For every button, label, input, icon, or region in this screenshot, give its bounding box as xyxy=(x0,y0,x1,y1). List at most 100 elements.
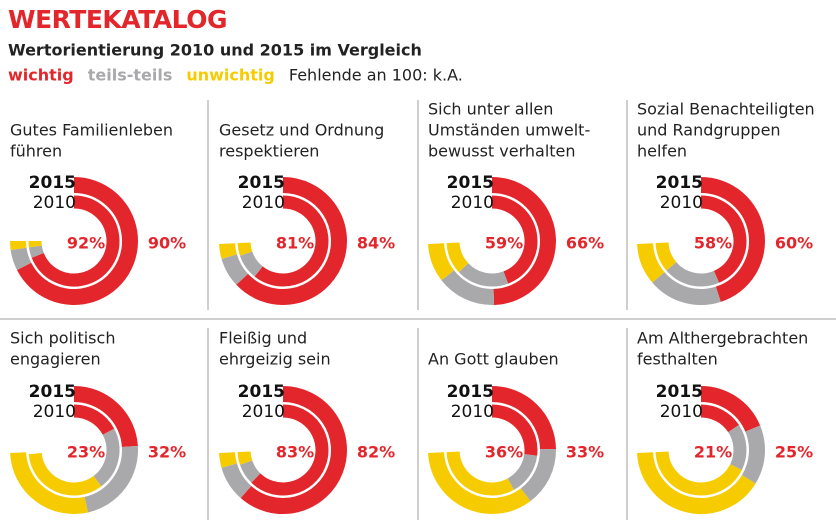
series-label: 2015 xyxy=(29,173,76,193)
ring-segment xyxy=(441,270,495,305)
chart-title: ehrgeizig sein xyxy=(219,350,331,369)
ring-segment xyxy=(239,460,261,483)
ring-segment xyxy=(700,404,740,433)
ring-segment xyxy=(491,386,556,450)
ring-segment xyxy=(221,254,249,285)
ring-segment xyxy=(491,177,556,305)
ring-segment xyxy=(237,242,253,256)
ring-segment xyxy=(84,445,138,513)
ring-segment xyxy=(28,245,44,258)
series-label: 2015 xyxy=(656,382,703,402)
chart-title: respektieren xyxy=(219,142,319,161)
chart-title: Sich politisch xyxy=(10,329,115,348)
chart-title: und Randgruppen xyxy=(637,121,781,140)
ring-segment xyxy=(741,425,765,484)
value-label: 83% xyxy=(276,443,314,462)
chart-title: Fleißig und xyxy=(219,329,307,348)
ring-segment xyxy=(10,451,88,514)
chart-title: Umständen umwelt- xyxy=(428,121,590,140)
ring-segment xyxy=(700,386,761,432)
series-label: 2015 xyxy=(447,173,494,193)
value-label: 66% xyxy=(566,234,604,253)
ring-segment xyxy=(458,262,509,287)
ring-segment xyxy=(31,195,120,287)
ring-segment xyxy=(655,451,742,496)
chart-title: engagieren xyxy=(10,350,101,369)
ring-segment xyxy=(73,386,138,448)
ring-segment xyxy=(700,195,747,283)
chart-title: An Gott glauben xyxy=(428,350,559,369)
series-label: 2015 xyxy=(447,382,494,402)
chart-title: Am Althergebrachten xyxy=(637,329,808,348)
value-label: 58% xyxy=(694,234,732,253)
value-label: 84% xyxy=(357,234,395,253)
value-label: 60% xyxy=(775,234,813,253)
page-title: WERTEKATALOG xyxy=(8,5,227,34)
ring-segment xyxy=(10,247,32,271)
ring-segment xyxy=(666,261,720,287)
value-label: 92% xyxy=(67,234,105,253)
legend-entry: wichtig xyxy=(8,66,74,85)
ring-segment xyxy=(507,453,538,490)
legend-entry: unwichtig xyxy=(186,66,275,85)
ring-segment xyxy=(655,242,677,271)
value-label: 23% xyxy=(67,443,105,462)
ring-segment xyxy=(652,271,721,305)
value-label: 59% xyxy=(485,234,523,253)
chart-title: führen xyxy=(10,142,62,161)
series-label: 2010 xyxy=(660,402,703,422)
ring-segment xyxy=(727,425,747,471)
series-label: 2015 xyxy=(29,382,76,402)
ring-segment xyxy=(237,451,253,465)
chart-title: Sozial Benachteiligten xyxy=(637,100,815,119)
ring-segment xyxy=(428,242,455,281)
series-label: 2010 xyxy=(242,193,285,213)
chart-title: Gesetz und Ordnung xyxy=(219,121,384,140)
ring-segment xyxy=(219,452,237,468)
series-label: 2010 xyxy=(451,193,494,213)
ring-segment xyxy=(219,243,237,259)
ring-segment xyxy=(700,177,765,302)
ring-segment xyxy=(637,242,665,283)
value-label: 81% xyxy=(276,234,314,253)
ring-segment xyxy=(240,386,347,514)
series-label: 2010 xyxy=(660,193,703,213)
ring-segment xyxy=(73,404,115,436)
value-label: 36% xyxy=(485,443,523,462)
ring-segment xyxy=(254,195,329,287)
ring-segment xyxy=(491,404,538,456)
ring-segment xyxy=(16,177,138,305)
ring-segment xyxy=(251,404,329,496)
ring-segment xyxy=(28,452,102,496)
value-label: 21% xyxy=(694,443,732,462)
value-label: 90% xyxy=(148,234,186,253)
legend-note: Fehlende an 100: k.A. xyxy=(289,66,463,85)
ring-segment xyxy=(637,451,756,514)
ring-segment xyxy=(239,251,263,277)
value-label: 32% xyxy=(148,443,186,462)
chart-title: Sich unter allen xyxy=(428,100,553,119)
ring-segment xyxy=(446,451,514,496)
series-label: 2010 xyxy=(242,402,285,422)
chart-title: bewusst verhalten xyxy=(428,142,576,161)
series-label: 2015 xyxy=(656,173,703,193)
series-label: 2015 xyxy=(238,173,285,193)
series-label: 2010 xyxy=(33,193,76,213)
value-label: 25% xyxy=(775,443,813,462)
legend-entry: teils-teils xyxy=(88,66,173,85)
ring-segment xyxy=(93,428,120,487)
series-label: 2015 xyxy=(238,382,285,402)
chart-title: festhalten xyxy=(637,350,718,369)
value-label: 82% xyxy=(357,443,395,462)
ring-segment xyxy=(10,240,27,251)
ring-segment xyxy=(236,177,347,305)
ring-segment xyxy=(446,242,469,273)
series-label: 2010 xyxy=(451,402,494,422)
ring-segment xyxy=(520,448,556,502)
subtitle: Wertorientierung 2010 und 2015 im Vergle… xyxy=(8,41,422,60)
chart-title: Gutes Familienleben xyxy=(10,121,173,140)
ring-segment xyxy=(491,195,538,284)
chart-title: helfen xyxy=(637,142,687,161)
ring-segment xyxy=(221,463,252,499)
